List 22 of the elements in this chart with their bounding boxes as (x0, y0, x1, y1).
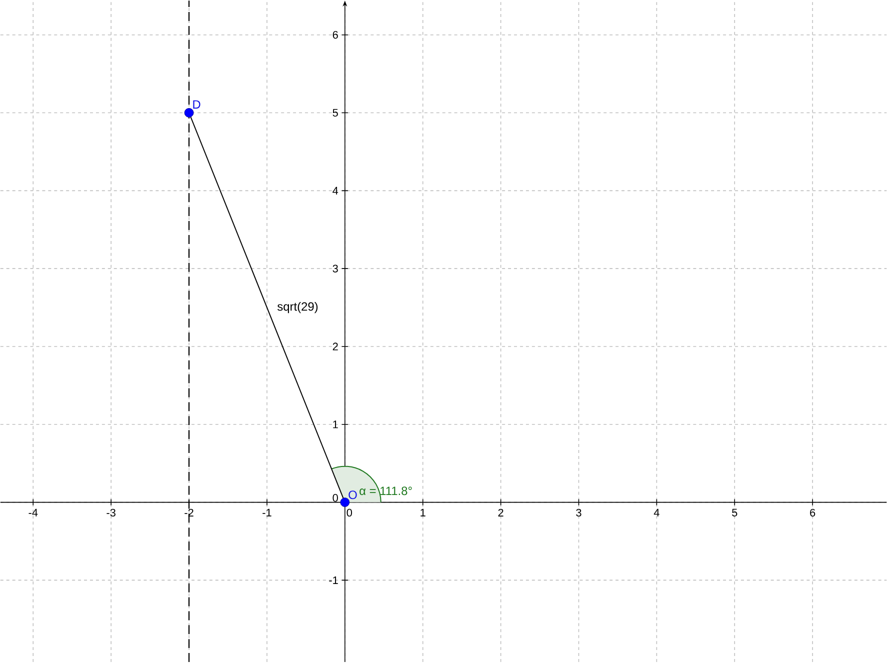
y-tick-label: 0 (332, 494, 338, 502)
y-tick-label: 1 (333, 420, 338, 428)
x-tick-label: 2 (498, 509, 504, 517)
x-tick-label: 6 (810, 509, 816, 517)
annotation: α = 111.8° (360, 486, 412, 496)
annotation: D (193, 100, 200, 109)
x-tick-label: 4 (654, 509, 660, 517)
x-tick-label: -1 (262, 509, 272, 517)
y-tick-label: 2 (332, 342, 338, 351)
annotation: sqrt(29) (277, 302, 318, 314)
annotation: O (348, 490, 357, 500)
x-tick-label: 3 (576, 509, 582, 517)
x-tick-label: -3 (106, 509, 116, 517)
x-tick-label: -4 (28, 509, 38, 517)
y-tick-label: 6 (332, 31, 338, 39)
x-tick-label: 5 (732, 509, 738, 517)
y-tick-label: 4 (332, 187, 338, 195)
y-tick-label: 5 (332, 109, 338, 117)
x-tick-label: 0 (346, 509, 352, 517)
x-tick-label: 1 (420, 509, 426, 517)
y-tick-label: -1 (329, 576, 338, 584)
y-tick-label: 3 (332, 264, 338, 273)
